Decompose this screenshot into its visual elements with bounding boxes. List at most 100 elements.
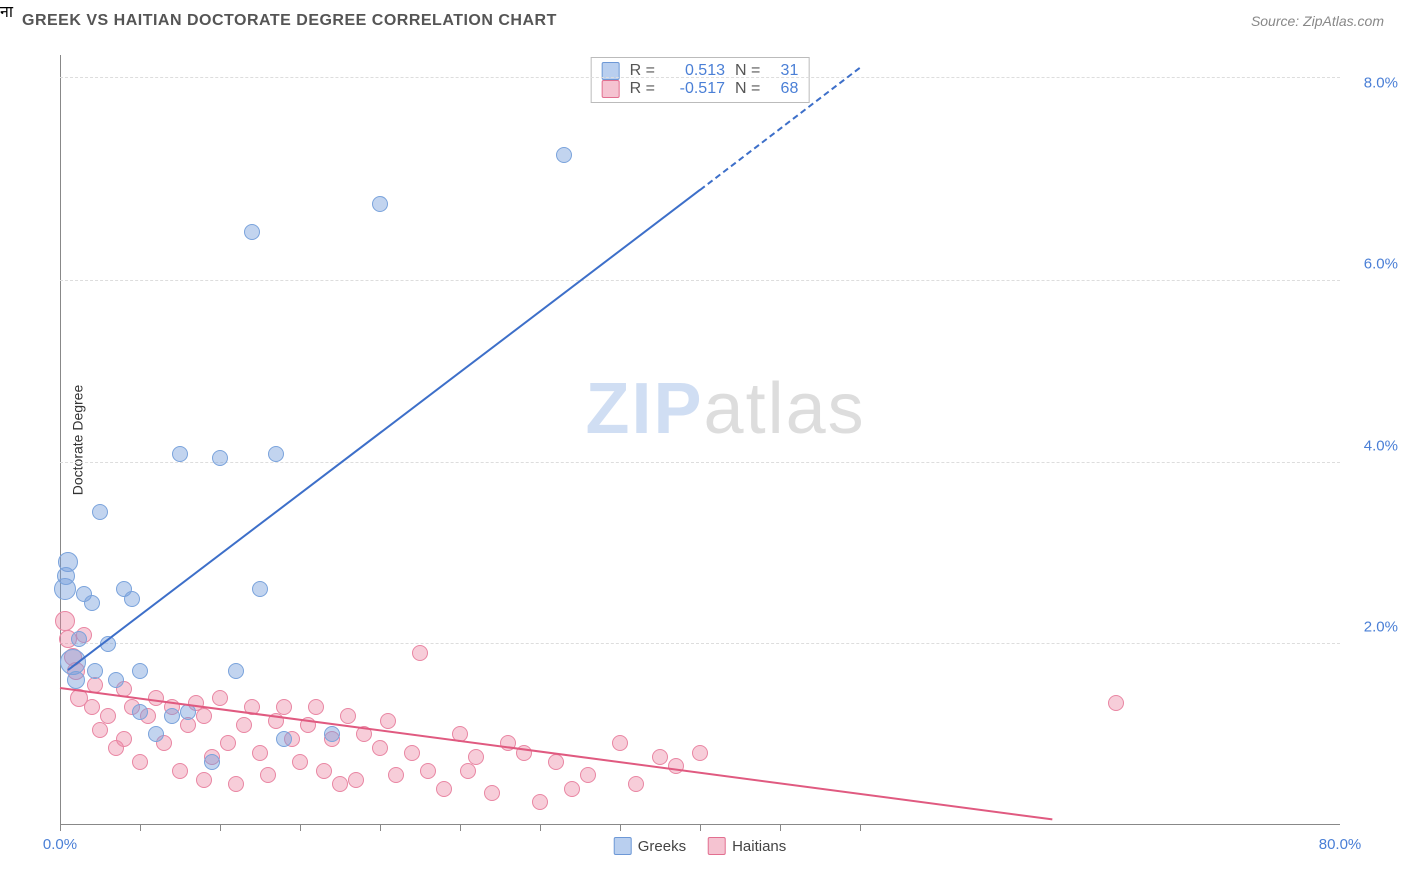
- x-tick: [220, 825, 221, 831]
- x-tick: [780, 825, 781, 831]
- data-point-haitians: [212, 690, 228, 706]
- data-point-greeks: [132, 663, 148, 679]
- data-point-haitians: [292, 754, 308, 770]
- data-point-haitians: [484, 785, 500, 801]
- data-point-greeks: [124, 591, 140, 607]
- stats-swatch: [602, 80, 620, 98]
- data-point-greeks: [67, 671, 85, 689]
- data-point-haitians: [372, 740, 388, 756]
- data-point-haitians: [420, 763, 436, 779]
- data-point-haitians: [252, 745, 268, 761]
- y-axis-line: [60, 55, 61, 825]
- legend-swatch: [614, 837, 632, 855]
- data-point-haitians: [132, 754, 148, 770]
- data-point-greeks: [84, 595, 100, 611]
- chart-source: Source: ZipAtlas.com: [1251, 13, 1384, 29]
- data-point-haitians: [276, 699, 292, 715]
- data-point-greeks: [108, 672, 124, 688]
- data-point-haitians: [1108, 695, 1124, 711]
- data-point-greeks: [228, 663, 244, 679]
- data-point-greeks: [244, 224, 260, 240]
- x-tick: [60, 825, 61, 831]
- data-point-haitians: [468, 749, 484, 765]
- data-point-greeks: [164, 708, 180, 724]
- legend-swatch: [708, 837, 726, 855]
- y-tick-label: 8.0%: [1364, 75, 1398, 92]
- y-tick-label: 4.0%: [1364, 437, 1398, 454]
- grid-line: [60, 643, 1340, 644]
- data-point-greeks: [212, 450, 228, 466]
- x-tick: [620, 825, 621, 831]
- x-tick: [300, 825, 301, 831]
- data-point-greeks: [57, 567, 75, 585]
- legend-label: Greeks: [638, 838, 686, 855]
- data-point-greeks: [372, 196, 388, 212]
- watermark: ZIPatlas: [586, 368, 866, 450]
- data-point-haitians: [332, 776, 348, 792]
- legend-item: Haitians: [708, 837, 786, 855]
- x-tick: [700, 825, 701, 831]
- data-point-greeks: [204, 754, 220, 770]
- data-point-haitians: [260, 767, 276, 783]
- data-point-greeks: [324, 726, 340, 742]
- data-point-haitians: [172, 763, 188, 779]
- x-tick: [540, 825, 541, 831]
- data-point-haitians: [316, 763, 332, 779]
- data-point-haitians: [692, 745, 708, 761]
- data-point-haitians: [100, 708, 116, 724]
- data-point-haitians: [668, 758, 684, 774]
- watermark-atlas: atlas: [704, 369, 866, 449]
- y-axis-title: Doctorate Degree: [69, 385, 85, 496]
- legend: Greeks Haitians: [614, 837, 787, 855]
- data-point-haitians: [412, 645, 428, 661]
- x-tick: [380, 825, 381, 831]
- data-point-greeks: [268, 446, 284, 462]
- data-point-greeks: [71, 631, 87, 647]
- legend-label: Haitians: [732, 838, 786, 855]
- y-tick-label: 2.0%: [1364, 618, 1398, 635]
- data-point-haitians: [380, 713, 396, 729]
- stats-r-value: -0.517: [665, 80, 725, 98]
- chart-header: GREEK VS HAITIAN DOCTORATE DEGREE CORREL…: [22, 12, 1384, 30]
- source-name: ZipAtlas.com: [1303, 13, 1384, 29]
- stats-row: R = -0.517 N = 68: [602, 80, 799, 98]
- data-point-haitians: [580, 767, 596, 783]
- data-point-haitians: [628, 776, 644, 792]
- data-point-greeks: [276, 731, 292, 747]
- data-point-greeks: [148, 726, 164, 742]
- data-point-haitians: [308, 699, 324, 715]
- stats-box: R =0.513N =31R =-0.517N =68: [591, 57, 810, 103]
- stats-n-label: N =: [735, 80, 760, 98]
- x-tick-label: 0.0%: [43, 836, 77, 853]
- data-point-haitians: [460, 763, 476, 779]
- source-prefix: Source:: [1251, 13, 1303, 29]
- data-point-haitians: [196, 708, 212, 724]
- data-point-haitians: [236, 717, 252, 733]
- stats-r-label: R =: [630, 80, 655, 98]
- x-tick: [140, 825, 141, 831]
- data-point-haitians: [340, 708, 356, 724]
- data-point-haitians: [220, 735, 236, 751]
- data-point-greeks: [252, 581, 268, 597]
- data-point-haitians: [532, 794, 548, 810]
- grid-line: [60, 280, 1340, 281]
- watermark-zip: ZIP: [586, 369, 704, 449]
- grid-line: [60, 462, 1340, 463]
- data-point-haitians: [612, 735, 628, 751]
- x-tick: [860, 825, 861, 831]
- data-point-haitians: [564, 781, 580, 797]
- data-point-haitians: [84, 699, 100, 715]
- data-point-haitians: [116, 731, 132, 747]
- data-point-greeks: [92, 504, 108, 520]
- stats-n-value: 68: [770, 80, 798, 98]
- data-point-haitians: [436, 781, 452, 797]
- data-point-haitians: [404, 745, 420, 761]
- plot-area: Doctorate Degree ZIPatlas R =0.513N =31R…: [60, 55, 1340, 825]
- data-point-haitians: [55, 611, 75, 631]
- data-point-greeks: [87, 663, 103, 679]
- trend-line: [67, 189, 700, 671]
- data-point-greeks: [132, 704, 148, 720]
- x-tick: [460, 825, 461, 831]
- data-point-haitians: [196, 772, 212, 788]
- y-tick-label: 6.0%: [1364, 256, 1398, 273]
